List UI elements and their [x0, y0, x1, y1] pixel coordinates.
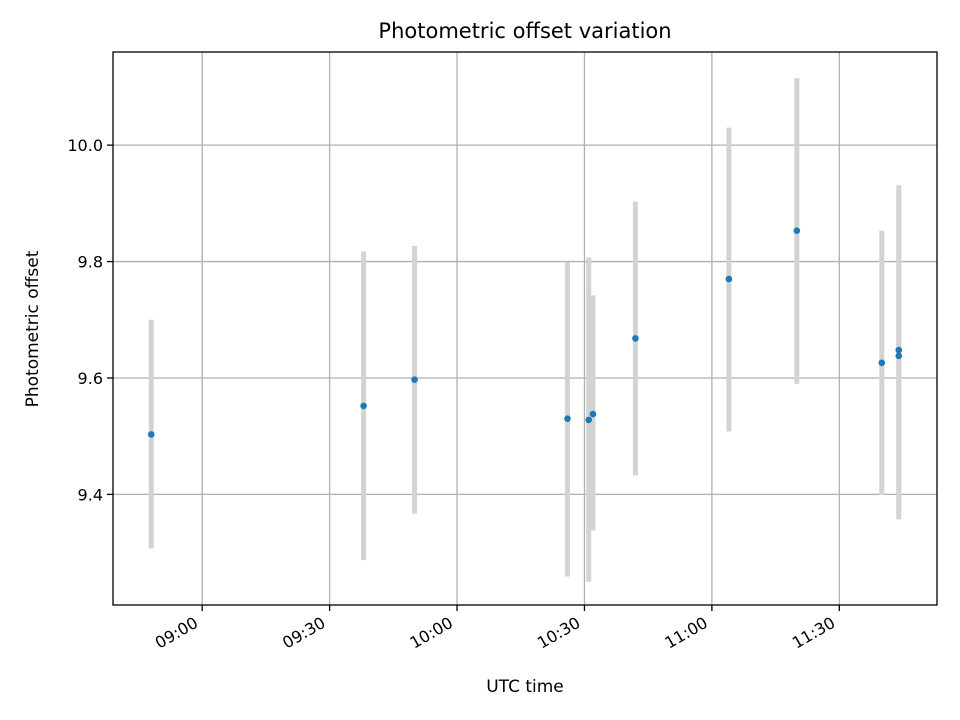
y-tick-label: 9.6	[78, 369, 103, 388]
data-point	[585, 416, 593, 424]
y-tick-label: 9.8	[78, 253, 103, 272]
data-point	[147, 431, 155, 438]
x-axis-label: UTC time	[486, 677, 564, 697]
data-point	[793, 227, 801, 235]
data-point	[411, 376, 418, 384]
y-axis-ticks: 9.4 9.6 9.8 10.0	[67, 136, 113, 504]
plot-area-frame	[112, 51, 938, 606]
grid-lines	[113, 52, 937, 605]
data-point	[895, 352, 903, 360]
data-point	[360, 402, 367, 410]
data-point	[725, 275, 733, 283]
data-point	[878, 359, 886, 367]
y-axis-label: Photometric offset	[23, 250, 43, 407]
y-tick-label: 9.4	[78, 485, 103, 504]
y-tick-label: 10.0	[67, 136, 103, 155]
data-point	[589, 410, 597, 418]
data-point	[564, 415, 571, 423]
data-point	[895, 346, 903, 354]
data-point	[632, 335, 639, 342]
chart-title: Photometric offset variation	[378, 19, 671, 43]
data-points	[147, 227, 903, 438]
